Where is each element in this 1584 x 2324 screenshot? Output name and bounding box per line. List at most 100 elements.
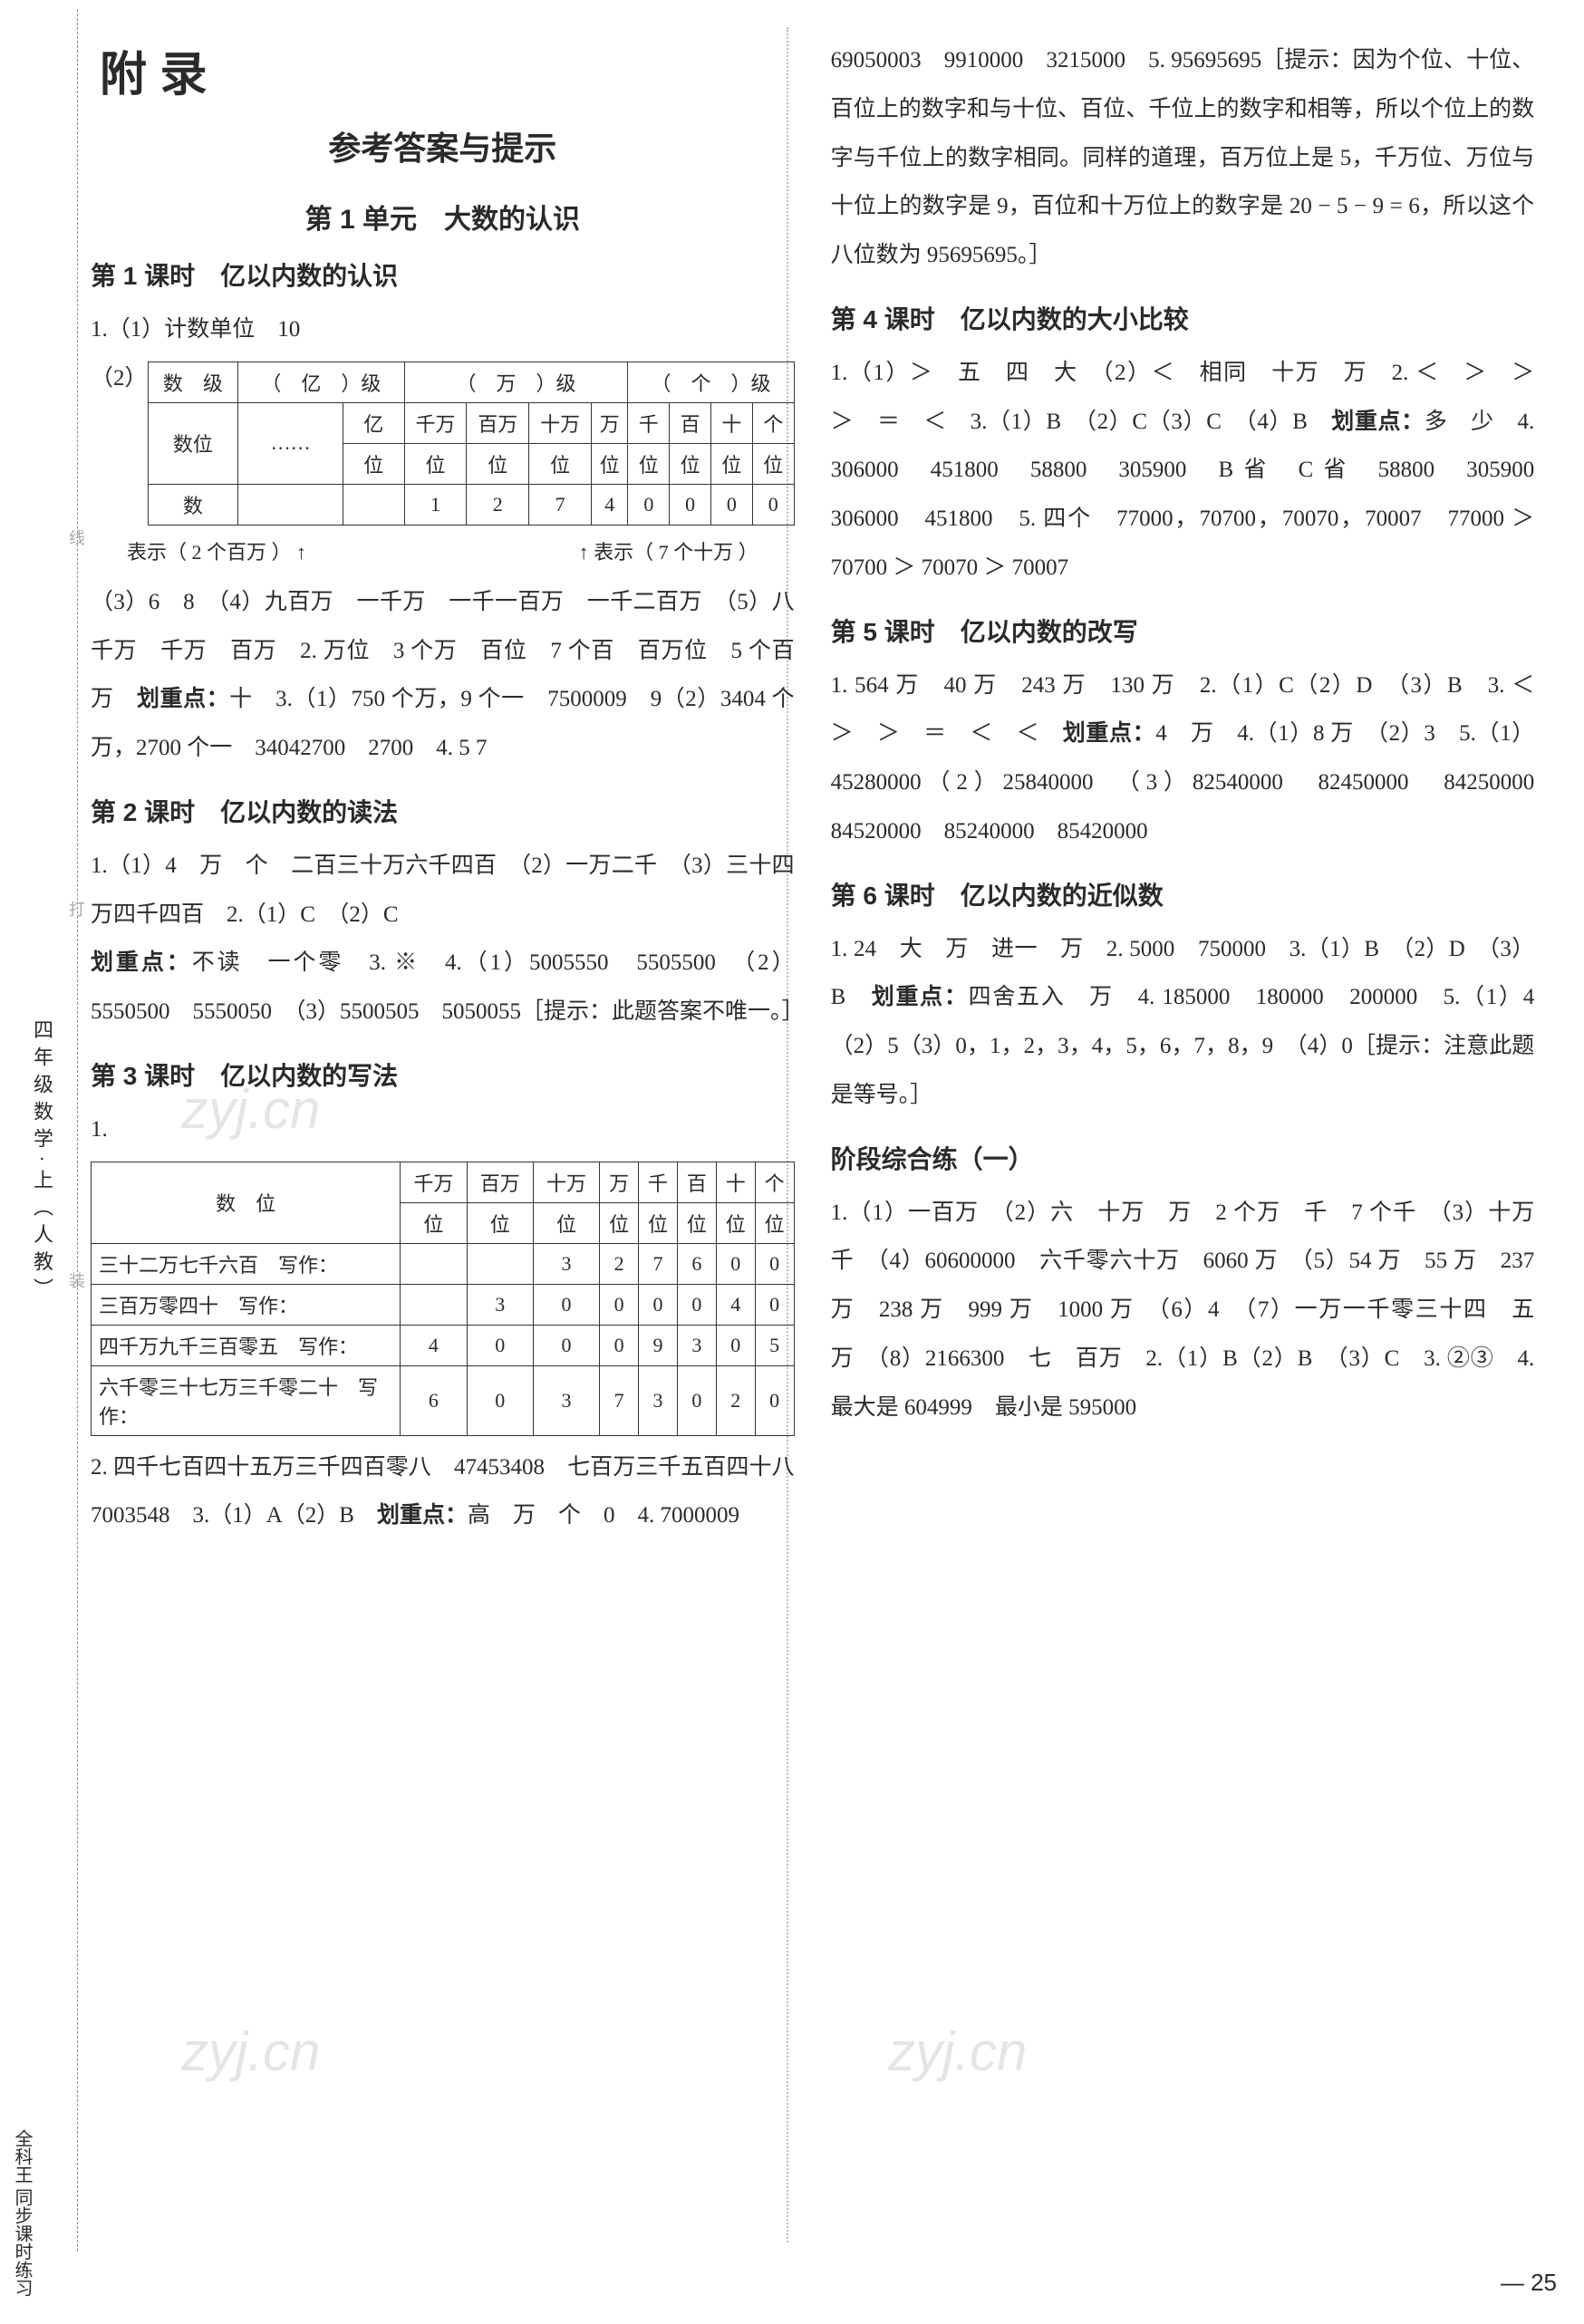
body-text: 1.（1）4 万 个 二百三十万六千四百 （2）一万二千 （3）三十四万四千四百… — [91, 842, 795, 1037]
table-row-label: 四千万九千三百零五 写作： — [92, 1325, 401, 1365]
table-cell: 位 — [467, 443, 529, 484]
body-text: 1.（1）一百万 （2）六 十万 万 2 个万 千 7 个千 （3）十万 千 （… — [831, 1189, 1535, 1432]
table-cell: 9 — [639, 1325, 678, 1365]
perforation-mark: 线 — [69, 526, 85, 549]
table-row-label: 三十二万七千六百 写作： — [92, 1243, 401, 1284]
table-cell: 位 — [600, 1202, 639, 1243]
table-cell: 数 — [148, 484, 238, 525]
right-column: 69050003 9910000 3215000 5. 95695695［提示：… — [831, 36, 1535, 1540]
body-text: 1. 24 大 万 进一 万 2. 5000 750000 3.（1）B （2）… — [831, 925, 1535, 1120]
place-value-table-1: 数 级 （ 亿 ）级 （ 万 ）级 （ 个 ）级 数位 …… 亿 千万 百万 十… — [148, 362, 795, 526]
sub-title: 参考答案与提示 — [91, 122, 795, 169]
table-cell: 个 — [752, 402, 794, 443]
table-cell — [343, 484, 404, 525]
table-row: 三十二万七千六百 写作：327600 — [92, 1243, 795, 1284]
body-text: （3）6 8 （4）九百万 一千万 一千一百万 一千二百万 （5）八 千万 千万… — [91, 578, 795, 773]
lesson5-title: 第 5 课时 亿以内数的改写 — [831, 612, 1535, 649]
table-cell: 7 — [529, 484, 592, 525]
table-cell: 3 — [677, 1325, 716, 1365]
table-cell: 千万 — [401, 1162, 467, 1202]
table-cell: 位 — [467, 1202, 533, 1243]
table-cell: 7 — [600, 1365, 639, 1435]
lesson1-title: 第 1 课时 亿以内数的认识 — [91, 256, 795, 293]
table-cell: 3 — [533, 1365, 599, 1435]
table-cell: 0 — [533, 1325, 599, 1365]
table-cell: 十 — [710, 402, 752, 443]
table-cell: 0 — [752, 484, 794, 525]
perforation-mark: 打 — [69, 897, 85, 921]
watermark: zyj.cn — [888, 2020, 1027, 2083]
table-cell — [401, 1284, 467, 1325]
table-cell: 0 — [533, 1284, 599, 1325]
table-row-label: 六千零三十七万三千零二十 写作： — [92, 1365, 401, 1435]
table-cell: 0 — [600, 1284, 639, 1325]
table-cell: 0 — [716, 1325, 755, 1365]
table-cell: 0 — [467, 1325, 533, 1365]
item-prefix: （2） — [91, 354, 148, 403]
table-cell: 万 — [600, 1162, 639, 1202]
table-cell: 亿 — [343, 402, 404, 443]
table-cell: 0 — [710, 484, 752, 525]
table-cell: 百万 — [467, 1162, 533, 1202]
perforation-mark: 装 — [69, 1268, 85, 1292]
table-cell: 位 — [592, 443, 628, 484]
body-text: 2. 四千七百四十五万三千四百零八 47453408 七百万三千五百四十八 70… — [91, 1443, 795, 1541]
table-cell: 位 — [755, 1202, 794, 1243]
table-header: 数 级 — [148, 362, 238, 402]
table-cell: 百万 — [467, 402, 529, 443]
table-cell: 1 — [404, 484, 467, 525]
table-row: 数 级 （ 亿 ）级 （ 万 ）级 （ 个 ）级 — [148, 362, 794, 402]
arrow-left-label: 表示（ 2 个百万 ） ↑ — [127, 536, 306, 565]
lesson3-title: 第 3 课时 亿以内数的写法 — [91, 1056, 795, 1093]
body-text: 1.（1）计数单位 10 — [91, 305, 795, 354]
table-cell: 0 — [628, 484, 670, 525]
table-cell: 位 — [677, 1202, 716, 1243]
table-cell: 万 — [592, 402, 628, 443]
table-cell: 4 — [401, 1325, 467, 1365]
table-cell: 3 — [639, 1365, 678, 1435]
table-cell: 千 — [639, 1162, 678, 1202]
main-title: 附 录 — [100, 36, 795, 104]
table-cell: 位 — [639, 1202, 678, 1243]
table-row: 六千零三十七万三千零二十 写作：60373020 — [92, 1365, 795, 1435]
place-value-table-2: 数 位 千万 百万 十万 万 千 百 十 个 位 位 位 位 位 位 位 位 三… — [91, 1162, 795, 1436]
table-header: 数 位 — [92, 1162, 401, 1243]
table-cell: 0 — [639, 1284, 678, 1325]
unit-title: 第 1 单元 大数的认识 — [91, 197, 795, 236]
table-cell — [467, 1243, 533, 1284]
table-cell: 位 — [628, 443, 670, 484]
table-cell: …… — [238, 402, 343, 484]
table-cell: 0 — [677, 1284, 716, 1325]
table-cell: 3 — [467, 1284, 533, 1325]
arrow-annotation: 表示（ 2 个百万 ） ↑ ↑ 表示（ 7 个十万 ） — [91, 533, 795, 569]
table-cell: 0 — [467, 1365, 533, 1435]
table-cell — [401, 1243, 467, 1284]
key-label: 划重点： — [1063, 720, 1155, 746]
table-cell: 0 — [670, 484, 711, 525]
body-text: 1.（1）＞ 五 四 大 （2）＜ 相同 十万 万 2. ＜ ＞ ＞ ＞ ＝ ＜… — [831, 349, 1535, 593]
key-label: 划重点： — [872, 984, 969, 1009]
table-cell: 十 — [716, 1162, 755, 1202]
table-cell: 3 — [533, 1243, 599, 1284]
lesson6-title: 第 6 课时 亿以内数的近似数 — [831, 876, 1535, 912]
table-cell: 0 — [755, 1243, 794, 1284]
table-cell: 4 — [716, 1284, 755, 1325]
table-cell: 位 — [529, 443, 592, 484]
table-header: （ 亿 ）级 — [238, 362, 404, 402]
table-cell: 0 — [755, 1365, 794, 1435]
watermark: zyj.cn — [181, 2020, 320, 2083]
table-cell: 7 — [639, 1243, 678, 1284]
table-row: 三百万零四十 写作：3000040 — [92, 1284, 795, 1325]
table-cell: 位 — [670, 443, 711, 484]
table-cell — [238, 484, 343, 525]
body-text: 69050003 9910000 3215000 5. 95695695［提示：… — [831, 36, 1535, 280]
lesson2-title: 第 2 课时 亿以内数的读法 — [91, 793, 795, 829]
table-cell: 2 — [467, 484, 529, 525]
bottom-logo-label: 全科王 同步课时练习 — [9, 2129, 35, 2297]
table-header: （ 万 ）级 — [404, 362, 628, 402]
table-header: （ 个 ）级 — [628, 362, 794, 402]
table-cell: 数位 — [148, 402, 238, 484]
table-cell: 位 — [401, 1202, 467, 1243]
arrow-right-label: ↑ 表示（ 7 个十万 ） — [579, 536, 758, 565]
table-cell: 位 — [404, 443, 467, 484]
